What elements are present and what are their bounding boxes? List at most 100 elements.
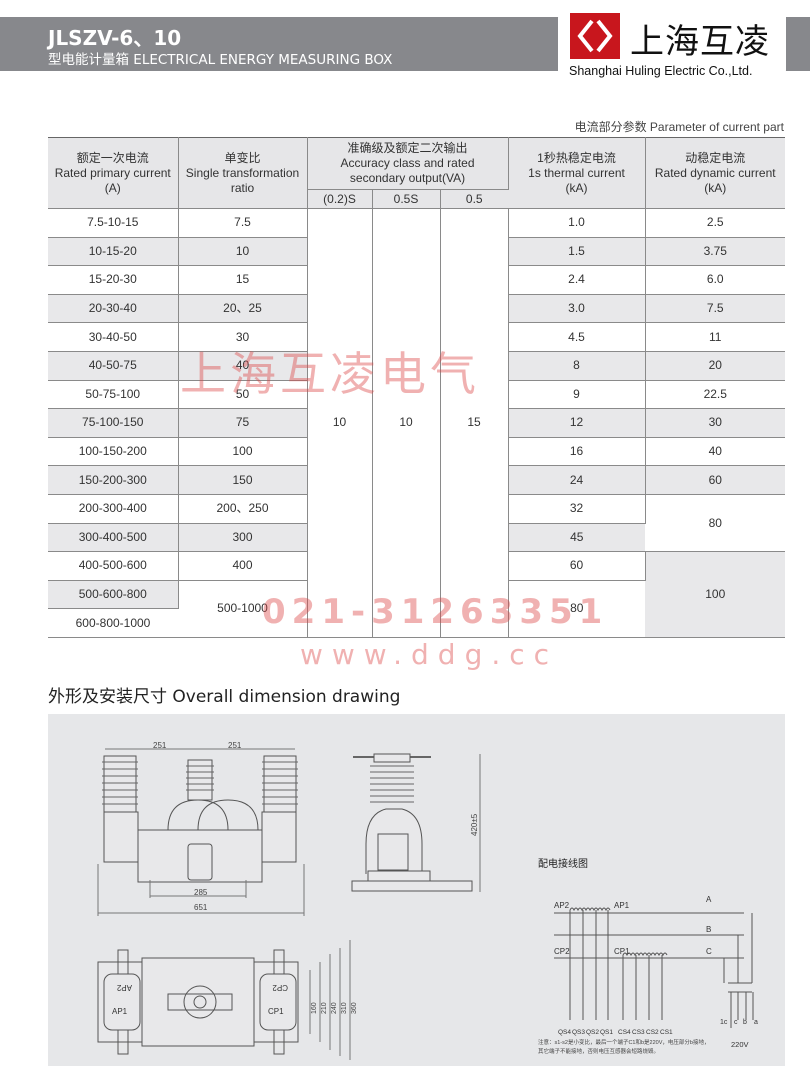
svg-text:285: 285 — [194, 888, 208, 897]
cell-primary-current: 10-15-20 — [48, 236, 179, 267]
cell-thermal-current: 8 — [508, 350, 646, 381]
svg-text:CS1: CS1 — [660, 1029, 673, 1036]
svg-text:AP2: AP2 — [554, 901, 570, 910]
cell-thermal-current: 4.5 — [508, 322, 646, 352]
cell-primary-current: 40-50-75 — [48, 350, 179, 381]
svg-text:CS3: CS3 — [632, 1029, 645, 1036]
cell-dynamic-current: 3.75 — [645, 236, 785, 267]
header-acc-05s: 0.5S — [372, 189, 441, 209]
cell-primary-current: 75-100-150 — [48, 408, 179, 438]
header-accuracy: 准确级及额定二次输出 Accuracy class and rated second… — [307, 137, 509, 190]
svg-text:A: A — [706, 895, 712, 904]
table-row: 10-15-20 10 1.5 3.75 — [48, 236, 785, 267]
watermark-site: www.ddg.cc — [300, 638, 559, 671]
cell-dynamic-current: 7.5 — [645, 293, 785, 324]
cell-primary-current: 20-30-40 — [48, 293, 179, 324]
cell-thermal-current: 12 — [508, 408, 646, 438]
cell-thermal-current: 3.0 — [508, 293, 646, 324]
cell-dynamic-current: 40 — [645, 436, 785, 467]
cell-dynamic-current: 30 — [645, 408, 785, 438]
section-title: 外形及安装尺寸 Overall dimension drawing — [48, 687, 401, 707]
table-row: 75-100-150 75 12 30 — [48, 408, 785, 438]
table-caption: 电流部分参数 Parameter of current part — [574, 120, 784, 134]
current-parameter-table: 额定一次电流 Rated primary current (A) 单变比 Single… — [48, 137, 785, 638]
cell-thermal-current: 1.0 — [508, 208, 646, 238]
cell-ratio: 200、250 — [178, 493, 308, 524]
svg-text:651: 651 — [194, 903, 208, 912]
cell-ratio: 500-1000 — [178, 579, 308, 638]
table-row: 300-400-500 300 45 — [48, 522, 785, 553]
cell-thermal-current: 80 — [508, 579, 645, 638]
svg-text:c: c — [734, 1019, 738, 1026]
cell-dynamic-current: 2.5 — [645, 208, 785, 238]
cell-accuracy-output: 15 — [440, 208, 509, 638]
table-row: 20-30-40 20、25 3.0 7.5 — [48, 293, 785, 324]
logo-english-name: Shanghai Huling Electric Co.,Ltd. — [569, 64, 753, 78]
cell-accuracy-output: 10 — [372, 208, 441, 638]
svg-text:CS2: CS2 — [646, 1029, 659, 1036]
cell-thermal-current: 32 — [508, 493, 646, 524]
cell-ratio: 150 — [178, 465, 308, 495]
cell-ratio: 20、25 — [178, 293, 308, 324]
cell-primary-current: 400-500-600 — [48, 551, 179, 581]
table-row: 150-200-300 150 24 60 — [48, 465, 785, 495]
side-view-drawing: 420±5 — [351, 753, 481, 892]
cell-thermal-current: 16 — [508, 436, 646, 467]
svg-text:AP2: AP2 — [116, 983, 132, 992]
svg-text:310: 310 — [341, 1002, 348, 1014]
header-ratio: 单变比 Single transformation ratio — [178, 137, 308, 209]
cell-dynamic-current: 22.5 — [645, 379, 785, 410]
header-primary: 额定一次电流 Rated primary current (A) — [48, 137, 179, 209]
cell-ratio: 400 — [178, 551, 308, 581]
cell-primary-current: 30-40-50 — [48, 322, 179, 352]
table-row: 600-800-1000 — [48, 608, 785, 638]
wiring-diagram: 配电接线图 A B C AP2 AP1 CP2 CP1 QS4 QS3 QS2 … — [538, 857, 758, 1055]
header-thermal: 1秒热稳定电流 1s thermal current (kA) — [508, 137, 646, 209]
cell-dynamic-current: 100 — [645, 551, 785, 638]
header-dynamic: 动稳定电流 Rated dynamic current (kA) — [645, 137, 785, 209]
cell-accuracy-output: 10 — [307, 208, 373, 638]
cell-ratio: 40 — [178, 350, 308, 381]
cell-thermal-current: 1.5 — [508, 236, 646, 267]
svg-text:210: 210 — [321, 1002, 328, 1014]
svg-text:a: a — [754, 1019, 758, 1026]
cell-primary-current: 100-150-200 — [48, 436, 179, 467]
svg-text:360: 360 — [351, 1002, 358, 1014]
svg-text:QS4: QS4 — [558, 1029, 571, 1036]
product-subtitle: 型电能计量箱 ELECTRICAL ENERGY MEASURING BOX — [48, 52, 393, 68]
cell-dynamic-current: 6.0 — [645, 265, 785, 295]
svg-text:其它端子不能接地，否则电压互感器会短路烧毁。: 其它端子不能接地，否则电压互感器会短路烧毁。 — [538, 1047, 659, 1055]
cell-primary-current: 7.5-10-15 — [48, 208, 179, 238]
cell-thermal-current: 2.4 — [508, 265, 646, 295]
svg-text:1c: 1c — [720, 1019, 728, 1026]
table-row: 200-300-400 200、250 32 80 — [48, 493, 785, 553]
cell-ratio: 30 — [178, 322, 308, 352]
product-title: JLSZV-6、10 — [48, 26, 182, 50]
cell-primary-current: 50-75-100 — [48, 379, 179, 410]
table-row: 500-600-800 500-1000 80 — [48, 579, 785, 638]
cell-ratio: 10 — [178, 236, 308, 267]
cell-ratio: 50 — [178, 379, 308, 410]
svg-text:B: B — [706, 925, 711, 934]
cell-primary-current: 15-20-30 — [48, 265, 179, 295]
svg-text:CP1: CP1 — [614, 947, 630, 956]
company-logo: 上海互凌 Shanghai Huling Electric Co.,Ltd. — [558, 8, 786, 80]
svg-text:CS4: CS4 — [618, 1029, 631, 1036]
table-row: 40-50-75 40 8 20 — [48, 350, 785, 381]
cell-ratio: 7.5 — [178, 208, 308, 238]
header-acc-05: 0.5 — [440, 189, 508, 209]
cell-dynamic-current: 80 — [645, 493, 785, 553]
cell-primary-current: 600-800-1000 — [48, 608, 178, 638]
svg-text:251: 251 — [228, 741, 242, 750]
svg-text:QS1: QS1 — [600, 1029, 613, 1036]
cell-primary-current: 300-400-500 — [48, 522, 179, 553]
svg-text:251: 251 — [153, 741, 167, 750]
logo-diamond-icon — [570, 13, 620, 59]
cell-dynamic-current: 60 — [645, 465, 785, 495]
cell-dynamic-current: 20 — [645, 350, 785, 381]
cell-ratio: 100 — [178, 436, 308, 467]
cell-dynamic-current: 11 — [645, 322, 785, 352]
svg-text:注意：s1-s2是小变比，最后一个端子C1和b是220V，电: 注意：s1-s2是小变比，最后一个端子C1和b是220V，电压部分b接地， — [538, 1038, 709, 1046]
cell-primary-current: 150-200-300 — [48, 465, 179, 495]
svg-text:C: C — [706, 947, 712, 956]
